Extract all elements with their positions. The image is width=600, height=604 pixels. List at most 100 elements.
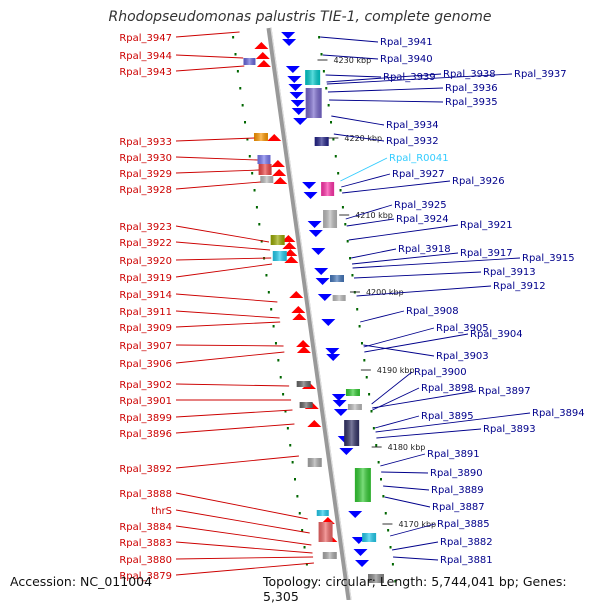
track-tick: [286, 427, 289, 430]
track-tick: [389, 546, 392, 549]
track-tick: [334, 155, 337, 158]
track-tick: [375, 444, 378, 447]
label-leader-left: [175, 54, 244, 59]
label-leader-right: [325, 74, 382, 78]
label-leader-left: [175, 156, 258, 161]
gene-label-right: Rpal_3915: [522, 253, 575, 264]
gene-arrow-minus: [339, 448, 354, 455]
gene-label-right: Rpal_3941: [380, 37, 433, 48]
gene-label-right: Rpal_3912: [493, 281, 546, 292]
track-tick: [246, 138, 249, 141]
gene-label-right: Rpal_3881: [440, 555, 493, 566]
track-tick: [377, 461, 380, 464]
track-tick: [332, 138, 335, 141]
gene-arrow-plus: [256, 60, 271, 67]
gene-label-right: Rpal_3887: [432, 502, 485, 513]
gene-label-right: Rpal_3885: [437, 519, 490, 530]
gene-arrow-minus: [315, 278, 330, 285]
gene-label-right: Rpal_3940: [380, 54, 433, 65]
track-tick: [372, 427, 375, 430]
gene-label-right: Rpal_3895: [421, 411, 474, 422]
label-leader-right: [341, 173, 391, 188]
gene-arrow-plus: [254, 42, 269, 49]
label-leader-left: [175, 31, 240, 38]
gene-arrow-minus: [285, 66, 300, 73]
track-tick: [265, 274, 268, 277]
label-leader-left: [175, 344, 284, 347]
label-leader-left: [175, 423, 295, 434]
gene-label-right: Rpal_3935: [445, 97, 498, 108]
gene-arrow-minus: [325, 348, 340, 355]
gene-label-left: Rpal_3930: [119, 153, 172, 164]
label-leader-right: [360, 310, 405, 323]
label-leader-left: [175, 351, 285, 364]
gene-label-right: Rpal_3891: [427, 449, 480, 460]
gene-arrow-plus: [289, 291, 304, 298]
gene-label-right: Rpal_3905: [436, 323, 489, 334]
track-tick: [308, 580, 311, 583]
gene-label-right: Rpal_3917: [460, 248, 513, 259]
gene-label-right: Rpal_3893: [483, 424, 536, 435]
track-tick: [349, 257, 352, 260]
label-leader-right: [340, 157, 388, 182]
label-leader-right: [326, 73, 442, 83]
gene-label-right: Rpal_3882: [440, 537, 493, 548]
gene-arrow-plus: [282, 242, 297, 249]
label-leader-left: [175, 409, 293, 418]
track-tick: [368, 393, 371, 396]
track-tick: [318, 36, 321, 39]
label-leader-left: [175, 310, 280, 319]
gene-label-left: Rpal_3947: [119, 33, 172, 44]
label-leader-right: [372, 390, 477, 409]
track-tick: [363, 359, 366, 362]
track-tick: [241, 104, 244, 107]
track-tick: [365, 376, 368, 379]
gene-label-left: Rpal_3944: [119, 51, 172, 62]
label-leader-right: [380, 453, 426, 467]
track-tick: [260, 240, 263, 243]
track-tick: [351, 274, 354, 277]
gene-arrow-minus: [282, 39, 297, 46]
track-tick: [303, 546, 306, 549]
track-tick: [282, 393, 285, 396]
label-leader-right: [363, 344, 435, 357]
label-leader-left: [175, 257, 272, 261]
gene-label-left: Rpal_3909: [119, 323, 172, 334]
track-tick: [258, 223, 261, 226]
label-leader-right: [353, 271, 482, 279]
label-leader-right: [376, 428, 482, 439]
label-leader-right: [322, 54, 379, 60]
track-tick: [346, 240, 349, 243]
label-leader-right: [381, 471, 429, 474]
gene-label-right: Rpal_3889: [431, 485, 484, 496]
gene-arrow-minus: [311, 248, 326, 255]
gene-arrow-minus: [290, 100, 305, 107]
gene-label-right: Rpal_3894: [532, 408, 585, 419]
track-tick: [244, 121, 247, 124]
gene-label-right: Rpal_3936: [445, 83, 498, 94]
track-tick: [274, 342, 277, 345]
gene-arrow-plus: [283, 249, 298, 256]
kbp-marker-label: 4180 kbp: [388, 443, 426, 452]
gene-label-right: Rpal_R0041: [389, 153, 449, 164]
label-leader-right: [351, 252, 459, 265]
track-tick: [360, 342, 363, 345]
track-tick: [279, 376, 282, 379]
gene-label-right: Rpal_3932: [386, 136, 439, 147]
map-title: Rhodopseudomonas palustris TIE-1, comple…: [108, 9, 492, 25]
label-leader-left: [175, 556, 314, 560]
track-tick: [301, 529, 304, 532]
gene-arrow-minus: [332, 400, 347, 407]
gene-label-left: Rpal_3888: [119, 489, 172, 500]
label-leader-right: [329, 99, 444, 103]
gene-arrow-plus: [284, 256, 299, 263]
gene-label-right: Rpal_3938: [443, 69, 496, 80]
track-tick: [305, 563, 308, 566]
label-leader-right: [326, 73, 513, 85]
kbp-marker-label: 4200 kbp: [366, 288, 404, 297]
label-leader-left: [175, 181, 261, 190]
label-leader-left: [175, 65, 245, 72]
track-tick: [337, 172, 340, 175]
gene-arrow-plus: [255, 52, 270, 59]
gene-arrow-plus: [273, 177, 288, 184]
